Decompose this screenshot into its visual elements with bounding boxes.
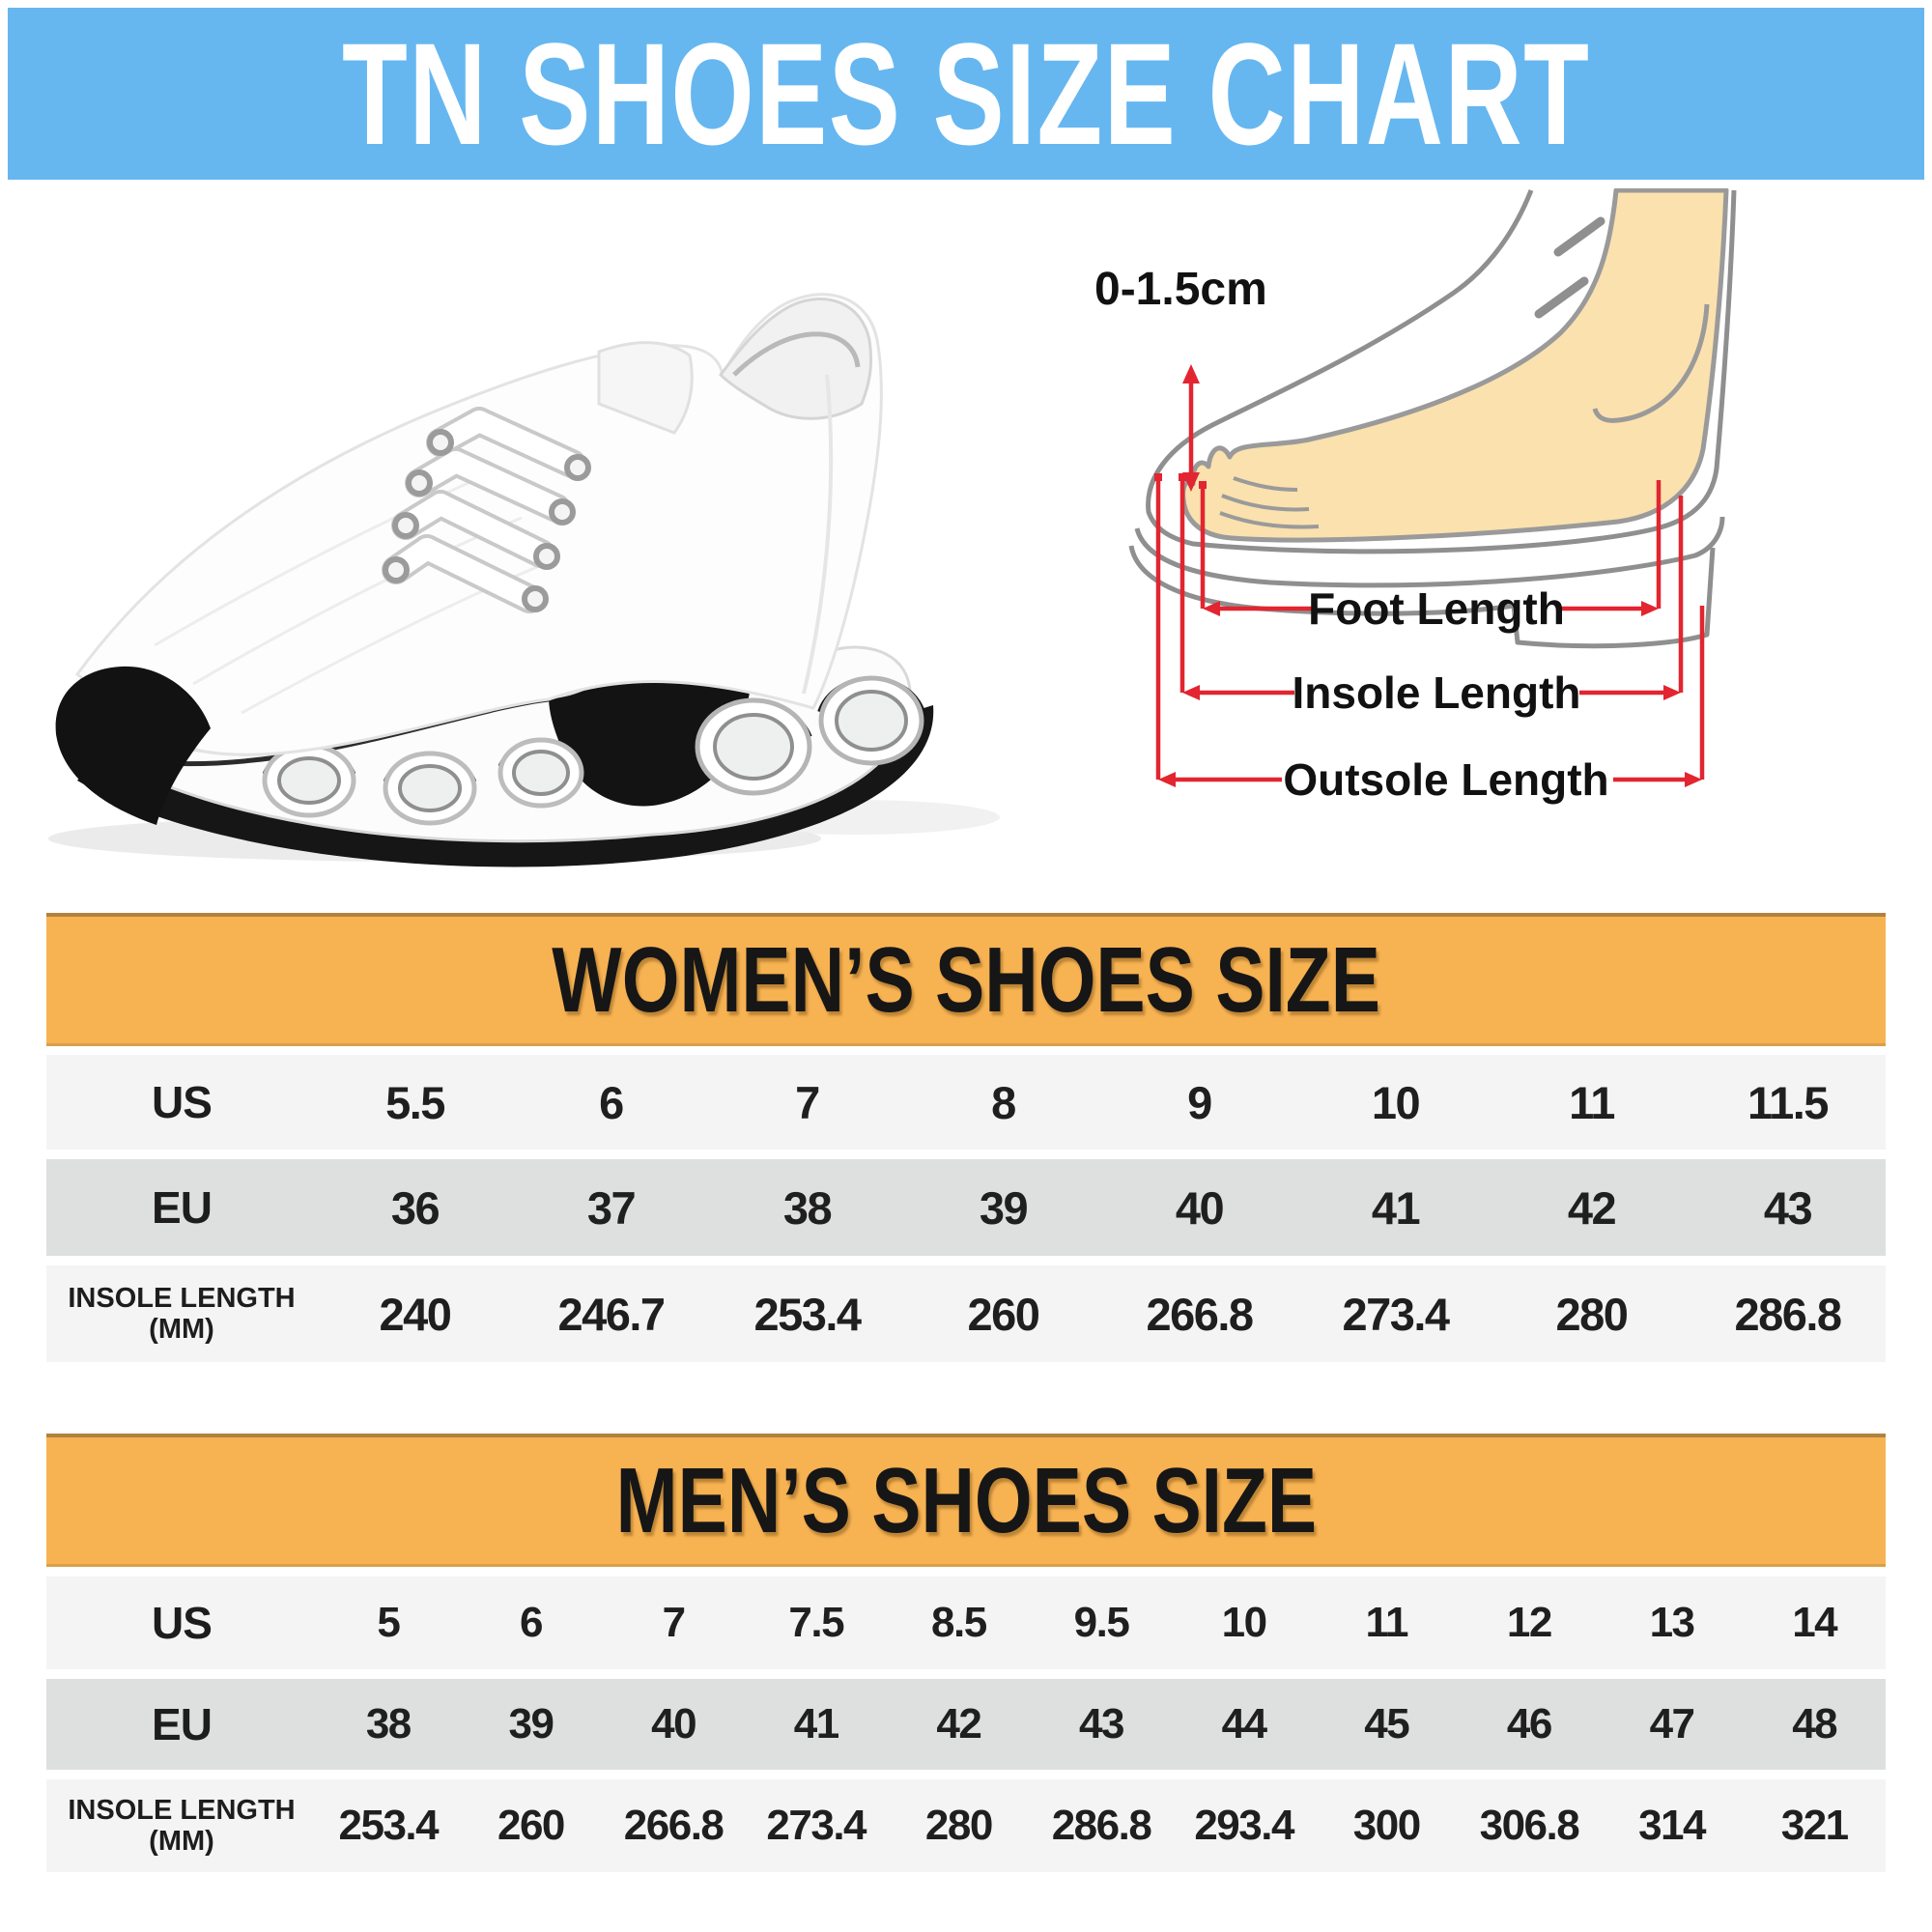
size-cell: 266.8 (623, 1802, 724, 1849)
row-label-insole: INSOLE LENGTH (MM) (68, 1794, 296, 1857)
size-cell: 273.4 (766, 1802, 867, 1849)
size-cell: 48 (1792, 1700, 1837, 1747)
size-cell: 42 (936, 1700, 981, 1747)
collar-shadow (732, 331, 861, 377)
air-bubbles-front (262, 737, 584, 826)
size-cell: 253.4 (338, 1802, 440, 1849)
size-cell: 47 (1649, 1700, 1695, 1747)
size-cell: 246.7 (557, 1288, 666, 1340)
womens-insole-row: INSOLE LENGTH (MM) 240 246.7 253.4 260 266.8… (46, 1265, 1886, 1362)
sneaker-illustration (48, 293, 1000, 867)
size-cell: 13 (1649, 1599, 1695, 1646)
size-cell: 11 (1569, 1076, 1615, 1128)
size-cell: 42 (1567, 1181, 1617, 1234)
womens-size-header-label: WOMEN’S SHOES SIZE (552, 927, 1380, 1032)
mens-insole-row: INSOLE LENGTH (MM) 253.4 260 266.8 273.4 280… (46, 1779, 1886, 1872)
size-cell: 7.5 (788, 1599, 844, 1646)
toe-cap-accent (55, 666, 211, 825)
size-cell: 280 (924, 1802, 993, 1849)
mens-us-row: US 5 6 7 7.5 8.5 9.5 10 11 12 13 14 (46, 1577, 1886, 1669)
title-banner: TN SHOES SIZE CHART (8, 8, 1924, 180)
size-cell: 46 (1506, 1700, 1552, 1747)
size-cell: 286.8 (1051, 1802, 1152, 1849)
outsole (77, 705, 934, 867)
laces (382, 407, 586, 613)
row-label-us: US (152, 1077, 213, 1127)
size-cell: 41 (1371, 1181, 1421, 1234)
page-title: TN SHOES SIZE CHART (341, 12, 1591, 175)
air-bubbles-heel (695, 675, 925, 796)
row-label-eu: EU (152, 1182, 213, 1233)
measurement-lines (1154, 364, 1705, 787)
toe-gap-label: 0-1.5cm (1094, 264, 1267, 315)
size-cell: 260 (967, 1288, 1040, 1340)
womens-eu-row: EU 36 37 38 39 40 41 42 43 (46, 1159, 1886, 1256)
size-cell: 8 (991, 1076, 1016, 1128)
size-cell: 293.4 (1194, 1802, 1294, 1849)
size-cell: 41 (793, 1700, 839, 1747)
womens-size-header: WOMEN’S SHOES SIZE (46, 913, 1886, 1046)
size-cell: 40 (651, 1700, 696, 1747)
size-cell: 39 (979, 1181, 1029, 1234)
size-cell: 43 (1763, 1181, 1813, 1234)
size-cell: 7 (662, 1599, 686, 1646)
size-cell: 39 (508, 1700, 554, 1747)
size-cell: 12 (1506, 1599, 1552, 1646)
mens-size-header: MEN’S SHOES SIZE (46, 1434, 1886, 1567)
size-cell: 36 (390, 1181, 440, 1234)
size-cell: 44 (1221, 1700, 1267, 1747)
size-cell: 6 (599, 1076, 624, 1128)
size-cell: 7 (795, 1076, 820, 1128)
insole-length-label: Insole Length (1293, 668, 1581, 718)
collar-opening (719, 297, 873, 420)
size-cell: 321 (1780, 1802, 1849, 1849)
size-cell: 286.8 (1734, 1288, 1842, 1340)
mens-eu-row: EU 38 39 40 41 42 43 44 45 46 47 48 (46, 1679, 1886, 1770)
womens-us-row: US 5.5 6 7 8 9 10 11 11.5 (46, 1055, 1886, 1150)
mens-size-header-label: MEN’S SHOES SIZE (615, 1448, 1317, 1552)
size-cell: 8.5 (931, 1599, 987, 1646)
size-cell: 273.4 (1342, 1288, 1450, 1340)
size-cell: 9.5 (1073, 1599, 1130, 1646)
size-cell: 37 (586, 1181, 637, 1234)
size-cell: 306.8 (1479, 1802, 1580, 1849)
foot-shape (1180, 188, 1729, 543)
row-label-insole: INSOLE LENGTH (MM) (68, 1282, 296, 1345)
size-cell: 10 (1371, 1076, 1421, 1128)
size-cell: 14 (1792, 1599, 1837, 1646)
size-cell: 40 (1175, 1181, 1225, 1234)
size-cell: 43 (1079, 1700, 1124, 1747)
size-cell: 5 (377, 1599, 400, 1646)
eyelets (383, 429, 591, 612)
size-cell: 38 (365, 1700, 412, 1747)
ankle-line (1592, 303, 1710, 423)
size-cell: 266.8 (1146, 1288, 1254, 1340)
toe-lines (1219, 476, 1320, 529)
size-cell: 10 (1221, 1599, 1267, 1646)
size-cell: 9 (1187, 1076, 1212, 1128)
size-cell: 45 (1364, 1700, 1409, 1747)
row-label-us: US (152, 1598, 213, 1648)
foot-length-label: Foot Length (1308, 583, 1565, 634)
heel-crease (802, 374, 834, 695)
size-cell: 6 (519, 1599, 543, 1646)
size-cell: 240 (379, 1288, 452, 1340)
size-cell: 11.5 (1747, 1076, 1829, 1128)
size-cell: 253.4 (753, 1288, 862, 1340)
outsole-length-label: Outsole Length (1283, 754, 1608, 805)
midsole-black-wave (549, 663, 752, 807)
size-cell: 280 (1555, 1288, 1629, 1340)
boot-outline (1128, 189, 1737, 649)
size-cell: 11 (1365, 1599, 1409, 1646)
tongue (597, 341, 694, 435)
size-cell: 5.5 (385, 1076, 445, 1128)
row-label-eu: EU (152, 1699, 213, 1749)
size-cell: 260 (497, 1802, 565, 1849)
size-cell: 314 (1638, 1802, 1706, 1849)
size-cell: 300 (1352, 1802, 1421, 1849)
foot-measurement-diagram: 0-1.5cm Foot Length Insole Length Outsol… (1094, 188, 1737, 805)
size-cell: 38 (782, 1181, 833, 1234)
